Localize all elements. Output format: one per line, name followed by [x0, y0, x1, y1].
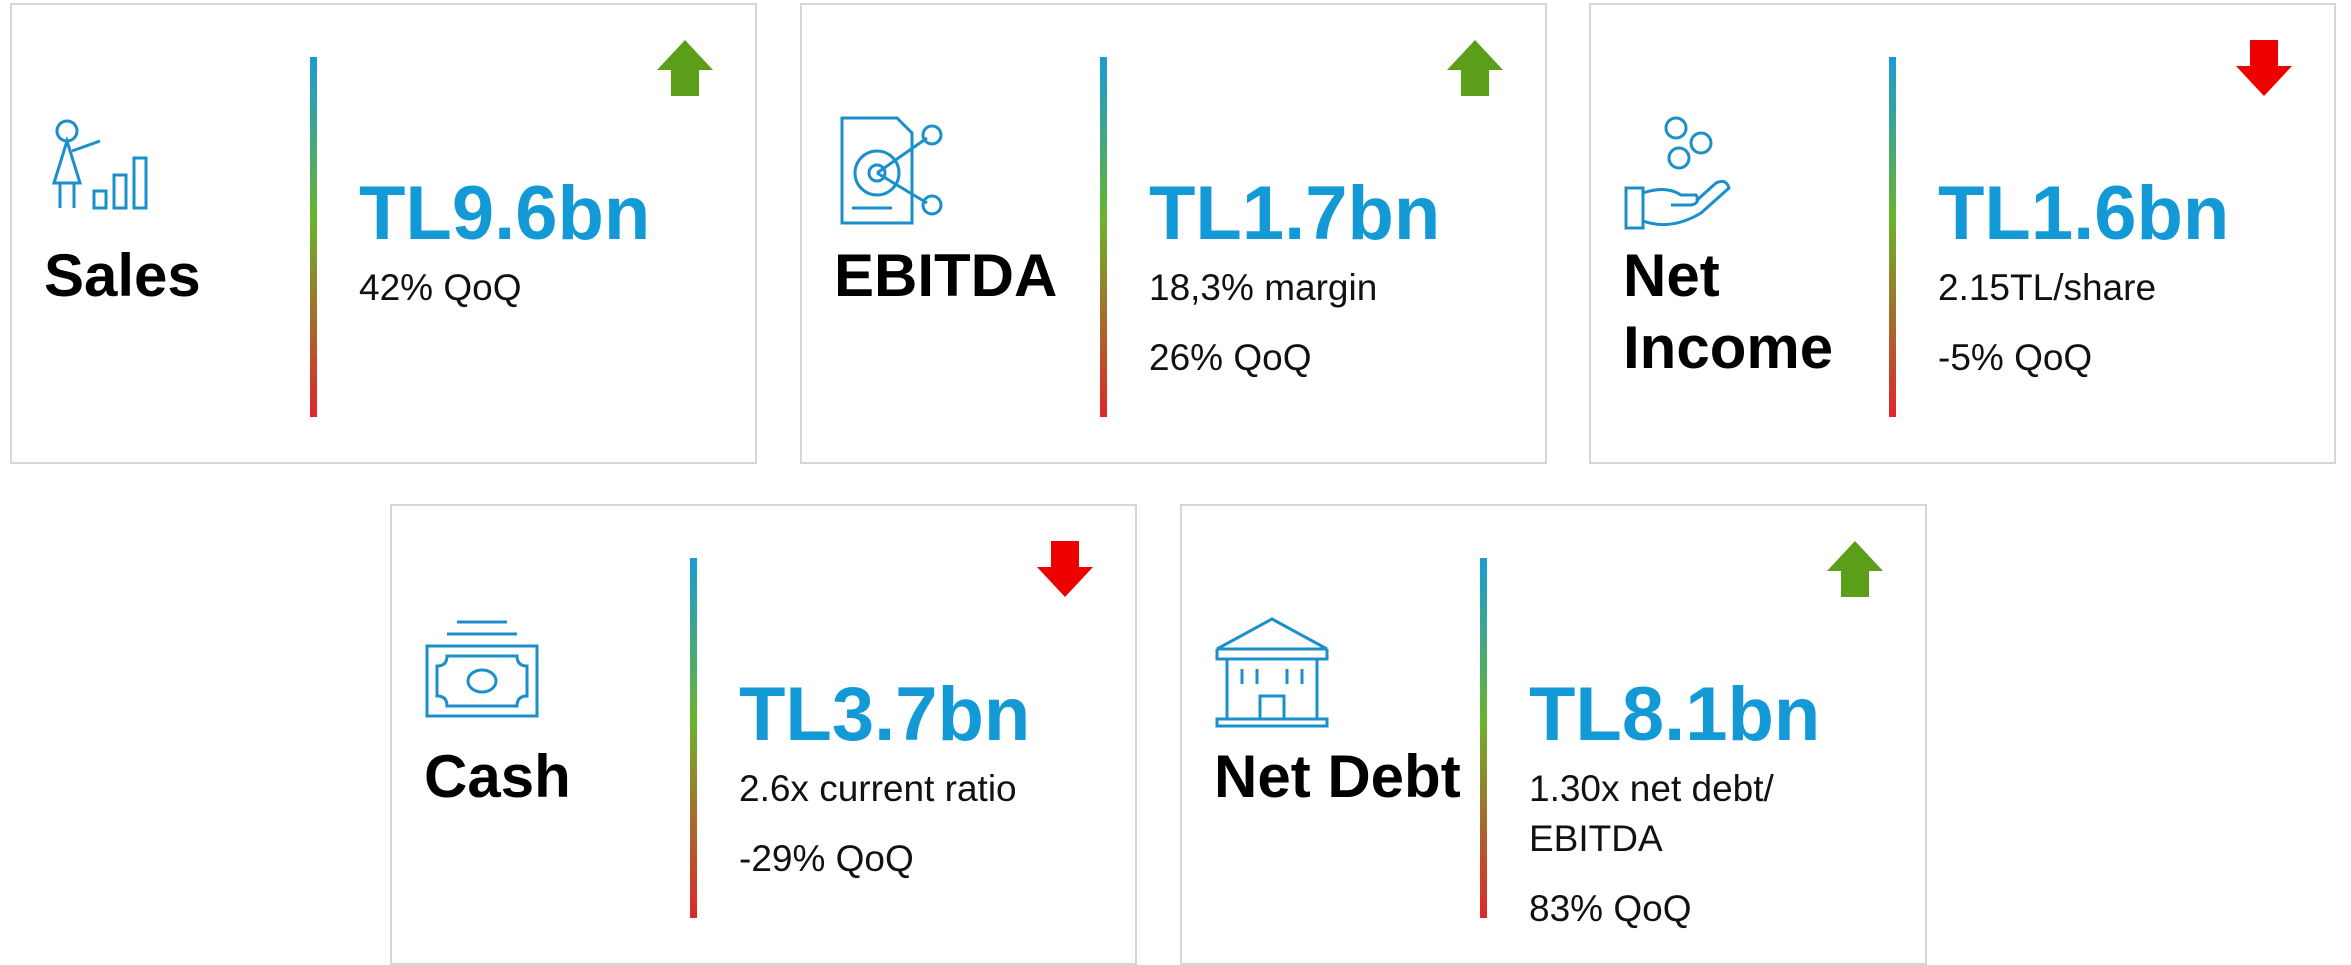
kpi-icon: [840, 116, 943, 225]
kpi-card: Net Debt TL8.1bn 1.30x net debt/ EBITDA 83%…: [1180, 504, 1927, 965]
kpi-details: 18,3% margin 26% QoQ: [1149, 263, 1489, 403]
kpi-value: TL1.6bn: [1938, 171, 2230, 256]
kpi-card: Sales TL9.6bn 42% QoQ: [10, 3, 757, 464]
kpi-details: 2.15TL/share -5% QoQ: [1938, 263, 2278, 403]
divider: [310, 57, 317, 417]
divider: [690, 558, 697, 918]
trend-arrow-up: [657, 40, 713, 96]
kpi-detail: 1.30x net debt/ EBITDA: [1529, 768, 1774, 859]
kpi-details: 42% QoQ: [359, 263, 699, 333]
kpi-value: TL9.6bn: [359, 171, 651, 256]
kpi-detail: 2.15TL/share: [1938, 267, 2157, 308]
kpi-details: 2.6x current ratio -29% QoQ: [739, 764, 1079, 904]
trend-arrow-down: [1037, 541, 1093, 597]
kpi-detail: 26% QoQ: [1149, 337, 1312, 378]
trend-arrow-down: [2236, 40, 2292, 96]
kpi-detail: 83% QoQ: [1529, 888, 1692, 929]
kpi-label: Sales: [44, 242, 201, 309]
divider: [1100, 57, 1107, 417]
divider: [1889, 57, 1896, 417]
kpi-detail: -29% QoQ: [739, 838, 914, 879]
kpi-card: Net Income TL1.6bn 2.15TL/share -5% QoQ: [1589, 3, 2336, 464]
kpi-label: EBITDA: [834, 242, 1058, 309]
kpi-detail: 2.6x current ratio: [739, 768, 1017, 809]
trend-arrow-up: [1827, 541, 1883, 597]
trend-arrow-up: [1447, 40, 1503, 96]
kpi-label: Net Income: [1623, 242, 1834, 381]
kpi-value: TL8.1bn: [1529, 672, 1821, 757]
divider: [1480, 558, 1487, 918]
kpi-value: TL3.7bn: [739, 672, 1031, 757]
kpi-icon: [1215, 617, 1329, 728]
kpi-icon: [1624, 116, 1731, 230]
kpi-icon: [425, 620, 539, 718]
kpi-label: Net Debt: [1214, 743, 1461, 810]
kpi-detail: 18,3% margin: [1149, 267, 1378, 308]
kpi-details: 1.30x net debt/ EBITDA 83% QoQ: [1529, 764, 1869, 954]
kpi-card: Cash TL3.7bn 2.6x current ratio -29% QoQ: [390, 504, 1137, 965]
kpi-label: Cash: [424, 743, 571, 810]
kpi-detail: -5% QoQ: [1938, 337, 2093, 378]
kpi-card: EBITDA TL1.7bn 18,3% margin 26% QoQ: [800, 3, 1547, 464]
kpi-value: TL1.7bn: [1149, 171, 1441, 256]
kpi-icon: [51, 119, 148, 210]
kpi-detail: 42% QoQ: [359, 267, 522, 308]
